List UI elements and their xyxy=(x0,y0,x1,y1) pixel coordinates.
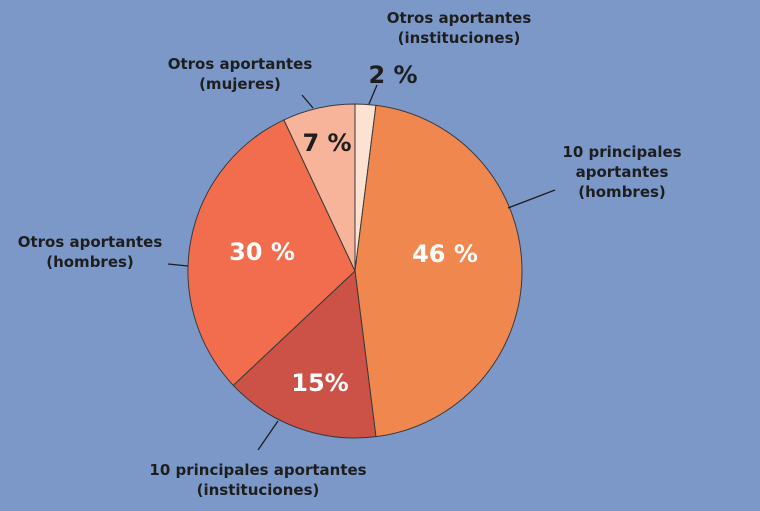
pie-slice xyxy=(232,269,377,439)
value-label: 15% xyxy=(291,369,349,397)
slice-label: Otros aportantes (mujeres) xyxy=(167,55,313,93)
slice-label: Otros aportantes (hombres) xyxy=(17,233,163,271)
value-label: 2 % xyxy=(368,61,418,89)
leader-line xyxy=(167,263,189,267)
slice-label: 10 principales aportantes (instituciones… xyxy=(149,461,367,499)
pie-slice xyxy=(187,119,356,387)
value-label: 46 % xyxy=(412,240,478,268)
leader-line xyxy=(368,84,378,105)
slice-label: Otros aportantes (instituciones) xyxy=(386,9,532,47)
value-label: 7 % xyxy=(302,129,352,157)
pie-slice xyxy=(283,103,356,272)
pie-slice xyxy=(354,104,523,438)
slice-label: 10 principales aportantes (hombres) xyxy=(562,143,682,201)
leader-line xyxy=(257,420,279,451)
leader-line xyxy=(507,189,556,209)
value-label: 30 % xyxy=(229,238,295,266)
leader-line xyxy=(301,94,314,109)
